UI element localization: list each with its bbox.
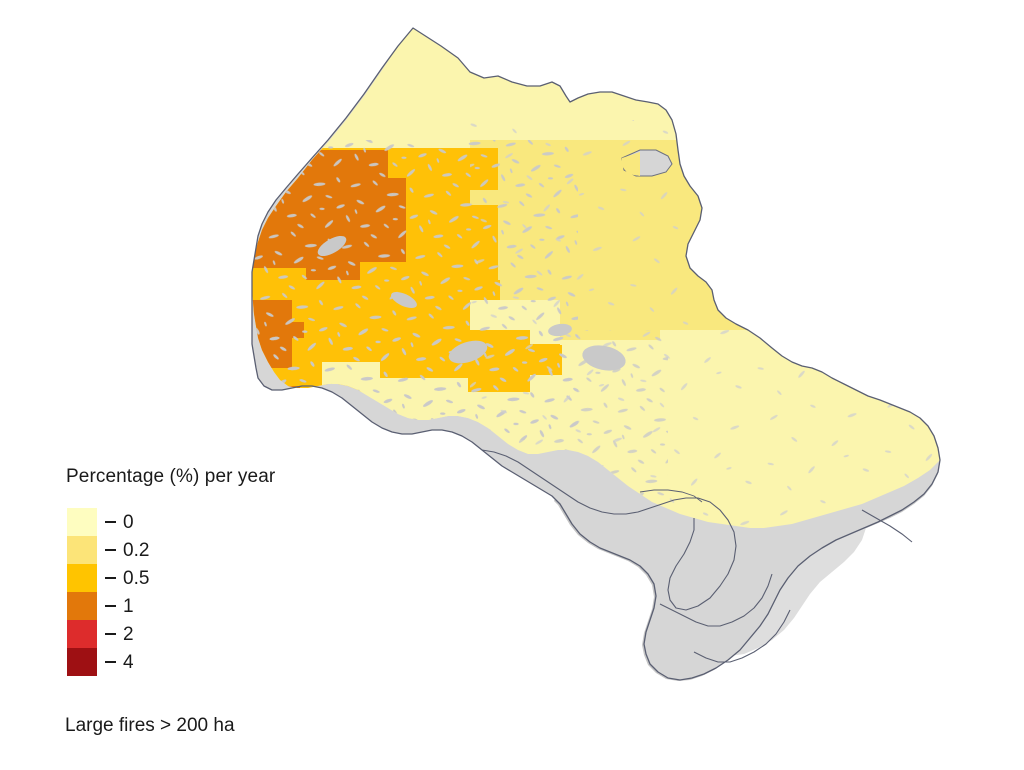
legend-title: Percentage (%) per year bbox=[66, 466, 276, 487]
legend-swatch-2 bbox=[67, 564, 97, 592]
legend-entry-2[interactable]: 0.5 bbox=[67, 564, 297, 592]
legend-label-5: 4 bbox=[123, 651, 134, 673]
figure-caption: Large fires > 200 ha bbox=[65, 715, 235, 736]
legend-swatch-4 bbox=[67, 620, 97, 648]
legend-entry-0[interactable]: 0 bbox=[67, 508, 297, 536]
lake-superior bbox=[426, 432, 556, 510]
legend-entry-4[interactable]: 2 bbox=[67, 620, 297, 648]
legend-label-0: 0 bbox=[123, 511, 134, 533]
lake-blob-large-1 bbox=[448, 340, 488, 364]
legend-entry-5[interactable]: 4 bbox=[67, 648, 297, 676]
legend-label-3: 1 bbox=[123, 595, 134, 617]
dash-tick-icon bbox=[105, 577, 116, 579]
dash-tick-icon bbox=[105, 521, 116, 523]
legend-swatch-1 bbox=[67, 536, 97, 564]
legend-label-1: 0.2 bbox=[123, 539, 150, 561]
lake-blob-large-5 bbox=[548, 323, 572, 337]
ontario-border bbox=[251, 27, 941, 681]
named-lakes-layer bbox=[317, 235, 626, 371]
dash-tick-icon bbox=[105, 661, 116, 663]
dash-tick-icon bbox=[105, 549, 116, 551]
akimiski-island-coloured-tip bbox=[622, 152, 640, 176]
manitoulin-detail bbox=[639, 489, 703, 503]
map-legend: Percentage (%) per year 0 0.2 0.5 1 bbox=[64, 466, 364, 676]
legend-scale: 0 0.2 0.5 1 2 bbox=[67, 508, 297, 676]
legend-swatch-3 bbox=[67, 592, 97, 620]
dash-tick-icon bbox=[105, 633, 116, 635]
lake-blob-large-2 bbox=[582, 345, 626, 371]
dash-tick-icon bbox=[105, 605, 116, 607]
akimiski-island bbox=[621, 149, 673, 177]
lake-blob-large-3 bbox=[317, 235, 347, 257]
legend-label-4: 2 bbox=[123, 623, 134, 645]
ottawa-river-border bbox=[861, 509, 913, 543]
southern-peninsula-shoreline bbox=[659, 573, 773, 627]
legend-entry-1[interactable]: 0.2 bbox=[67, 536, 297, 564]
legend-label-2: 0.5 bbox=[123, 567, 150, 589]
class-band-1-sw bbox=[266, 386, 300, 420]
legend-swatch-0 bbox=[67, 508, 97, 536]
great-lakes-shoreline bbox=[481, 449, 737, 611]
legend-entry-3[interactable]: 1 bbox=[67, 592, 297, 620]
legend-swatch-5 bbox=[67, 648, 97, 676]
ontario-outline bbox=[251, 27, 941, 681]
lake-blob-large-4 bbox=[391, 291, 417, 309]
lake-erie-shoreline bbox=[693, 609, 791, 663]
